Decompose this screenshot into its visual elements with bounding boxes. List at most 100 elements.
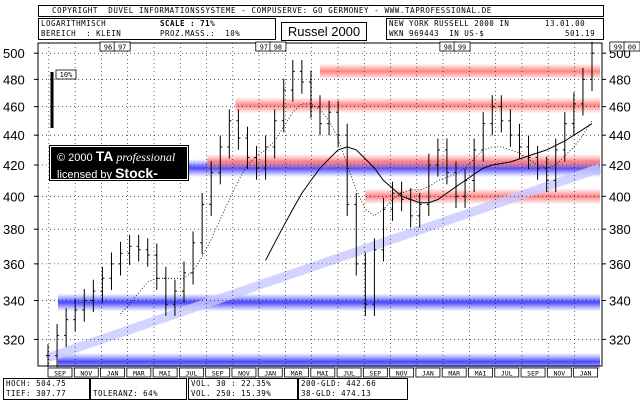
x-year-label: 97: [260, 44, 268, 52]
pct-scale-box: [55, 69, 77, 80]
x-month-label: JUL: [186, 370, 198, 378]
x-month-label: JAN: [422, 370, 434, 378]
x-month-label: JUL: [501, 370, 513, 378]
x-month-box: [179, 367, 204, 378]
y-tick-label-left: 380: [3, 222, 25, 237]
resistance-band: [207, 153, 600, 170]
x-year-box: [623, 41, 640, 52]
x-month-box: [284, 367, 309, 378]
x-month-box: [126, 367, 152, 378]
x-year-label: 99: [614, 44, 622, 52]
y-tick-label-left: 340: [3, 294, 25, 309]
instrument-name: NEW YORK RUSSELL 2000 IN: [389, 19, 510, 28]
y-tick-label-left: 460: [3, 100, 25, 115]
support-band: [58, 293, 600, 312]
x-month-label: NOV: [553, 370, 565, 378]
x-month-label: SEP: [54, 370, 66, 378]
proz-label: PROZ.MASS.: 10%: [160, 29, 241, 38]
y-tick-label-left: 500: [3, 46, 25, 61]
x-month-box: [73, 367, 99, 378]
y-tick-label-left: 360: [3, 257, 25, 272]
x-year-label: 98: [444, 44, 452, 52]
y-tick-label-left: 480: [3, 72, 25, 87]
x-month-box: [494, 367, 520, 378]
x-month-box: [231, 367, 257, 378]
x-month-box: [389, 367, 415, 378]
date-value: 13.01.00: [545, 19, 586, 28]
y-tick-label-right: 400: [609, 189, 631, 204]
x-month-label: NOV: [238, 370, 250, 378]
y-tick-label-right: 420: [609, 158, 631, 173]
x-month-label: MAR: [291, 370, 303, 378]
x-month-label: MAI: [317, 370, 329, 378]
x-month-label: NOV: [396, 370, 408, 378]
footer-gld38: 38-GLD: 474.13: [301, 389, 372, 398]
x-year-label: 99: [458, 44, 466, 52]
x-year-box: [453, 41, 471, 52]
x-year-box: [113, 41, 131, 52]
x-month-box: [257, 367, 283, 378]
resistance-band: [320, 63, 600, 80]
y-tick-label-left: 420: [3, 158, 25, 173]
chart-title: Russel 2000: [281, 22, 367, 41]
watermark-copyright: © 2000: [57, 152, 96, 164]
gld200-line: [265, 123, 593, 261]
footer-vol250: VOL. 250: 15.39%: [191, 389, 272, 398]
x-month-label: MAI: [159, 370, 171, 378]
log-label: LOGARITHMISCH: [41, 19, 107, 28]
header-top-box: [38, 5, 604, 17]
last-value: 501.19: [565, 29, 596, 38]
watermark-professional: professional: [113, 150, 176, 164]
y-tick-label-left: 440: [3, 128, 25, 143]
pct-scale-label: 10%: [60, 71, 73, 79]
bereich-label: BEREICH : KLEIN: [41, 29, 122, 38]
trend-channel: [46, 163, 602, 362]
plot-frame: [37, 42, 603, 367]
x-year-box: [269, 41, 287, 52]
watermark-licensed-by: licensed by: [57, 169, 116, 181]
x-month-box: [415, 367, 441, 378]
y-tick-label-left: 400: [3, 189, 25, 204]
wkn-label: WKN 969443 IN US-$: [389, 29, 485, 38]
copyright-line: COPYRIGHT DUVEL INFORMATIONSSYSTEME - CO…: [52, 6, 492, 15]
x-month-label: MAR: [133, 370, 145, 378]
x-month-label: JAN: [580, 370, 592, 378]
price-chart: 320 320 340 340 360 360 380 380 400 400 420 420 440 4…: [3, 41, 640, 378]
x-year-label: 96: [104, 44, 112, 52]
x-month-box: [100, 367, 125, 378]
x-month-box: [468, 367, 493, 378]
x-month-label: JAN: [264, 370, 276, 378]
x-year-label: 00: [628, 44, 636, 52]
x-month-label: NOV: [80, 370, 92, 378]
x-month-label: SEP: [212, 370, 224, 378]
y-tick-label-right: 380: [609, 222, 631, 237]
footer-vol30: VOL. 30 : 22.35%: [191, 379, 272, 388]
x-month-label: SEP: [369, 370, 381, 378]
y-tick-label-right: 340: [609, 294, 631, 309]
footer-toleranz: TOLERANZ: 64%: [93, 389, 159, 398]
x-month-box: [546, 367, 572, 378]
x-month-label: JUL: [343, 370, 355, 378]
watermark-ta: TA: [95, 148, 114, 164]
x-month-box: [310, 367, 336, 378]
y-tick-label-left: 320: [3, 332, 25, 347]
footer-gld200: 200-GLD: 442.66: [301, 379, 377, 388]
x-month-label: SEP: [527, 370, 539, 378]
x-month-box: [362, 367, 388, 378]
x-month-box: [47, 367, 73, 378]
y-tick-label-right: 460: [609, 100, 631, 115]
x-month-box: [336, 367, 362, 378]
x-year-label: 98: [274, 44, 282, 52]
footer-hoch: HOCH: 504.75: [6, 379, 67, 388]
y-tick-label-right: 440: [609, 128, 631, 143]
x-month-box: [152, 367, 178, 378]
y-tick-label-right: 360: [609, 257, 631, 272]
x-month-label: MAR: [448, 370, 460, 378]
x-month-label: JAN: [107, 370, 119, 378]
x-month-box: [205, 367, 231, 378]
resistance-band: [235, 97, 600, 114]
x-month-box: [573, 367, 599, 378]
watermark-stockworld: Stock-World: [57, 165, 158, 198]
x-month-box: [520, 367, 546, 378]
header-right-box: [386, 18, 604, 40]
